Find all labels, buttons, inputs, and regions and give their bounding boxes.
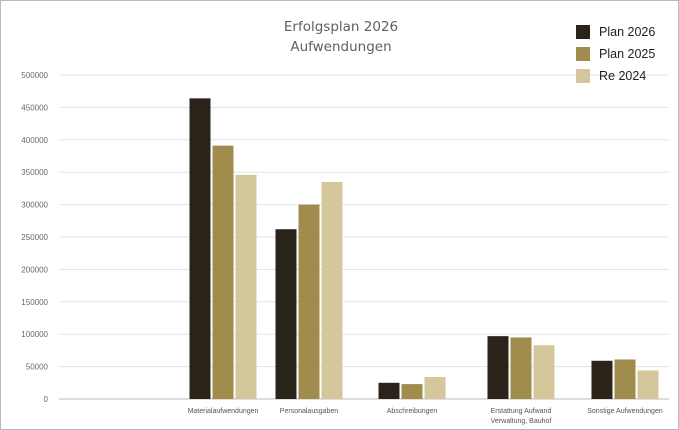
y-tick-label: 0 [44,395,49,404]
x-tick-label: Verwaltung, Bauhof [491,418,552,425]
y-tick-label: 250000 [21,233,48,242]
y-tick-label: 350000 [21,168,48,177]
x-tick-label: Erstattung Aufwand [491,408,552,415]
legend-item: Plan 2026 [576,21,655,43]
bar [533,345,555,399]
bar [614,359,636,399]
legend-swatch [576,25,590,39]
bar [212,145,234,399]
legend-item: Re 2024 [576,65,655,87]
x-tick-label: Materialaufwendungen [188,408,259,415]
bar [378,382,400,399]
x-tick-label: Personalausgaben [280,408,338,415]
bar [637,370,659,399]
bar [235,174,257,399]
y-tick-label: 300000 [21,201,48,210]
y-tick-label: 400000 [21,136,48,145]
bar [321,181,343,399]
legend-label: Re 2024 [599,69,647,83]
y-tick-label: 150000 [21,298,48,307]
legend-swatch [576,47,590,61]
y-tick-label: 100000 [21,330,48,339]
y-tick-label: 450000 [21,103,48,112]
chart-subtitle: Aufwendungen [290,39,392,55]
y-tick-label: 200000 [21,265,48,274]
legend-swatch [576,69,590,83]
legend-item: Plan 2025 [576,43,655,65]
bar [298,204,320,399]
y-tick-label: 50000 [26,363,49,372]
bar [487,336,509,399]
bar [424,376,446,399]
bar [510,337,532,399]
x-tick-label: Abschreibungen [387,408,438,415]
legend-label: Plan 2025 [599,47,656,61]
x-tick-label: Sonstige Aufwendungen [587,408,663,415]
bar [189,98,211,399]
legend-label: Plan 2026 [599,25,656,39]
chart-title: Erfolgsplan 2026 [283,19,399,35]
bar [275,229,297,399]
chart-title-block: Erfolgsplan 2026 Aufwendungen [251,17,431,57]
y-tick-label: 500000 [21,71,48,80]
bar [401,384,423,399]
legend: Plan 2026 Plan 2025 Re 2024 [576,21,655,87]
bar [591,360,613,399]
